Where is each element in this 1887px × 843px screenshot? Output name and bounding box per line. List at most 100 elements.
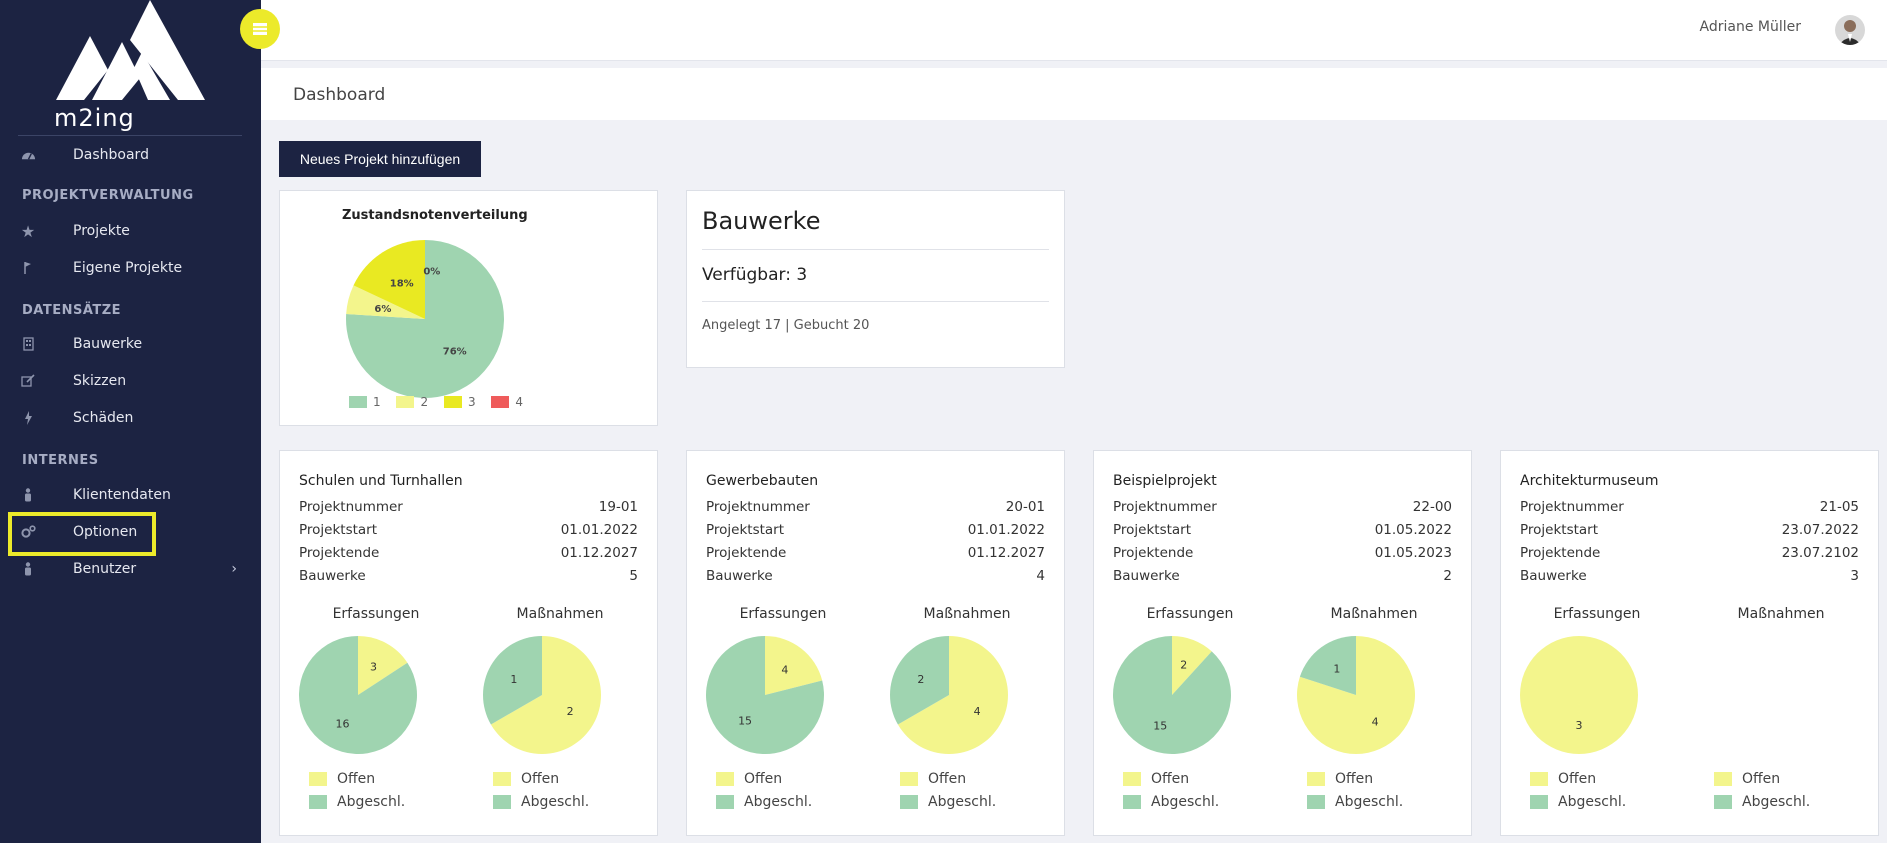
massnahmen-pie-chart: 42 xyxy=(890,636,1008,754)
project-card[interactable]: Schulen und Turnhallen Projektnummer 19-01… xyxy=(279,450,658,836)
divider xyxy=(702,301,1049,302)
pie-value-label: 2 xyxy=(1180,659,1187,672)
pie-slice-offen xyxy=(490,636,601,754)
info-key: Bauwerke xyxy=(1113,568,1180,584)
person-icon xyxy=(20,561,36,577)
chart-title: Zustandsnotenverteilung xyxy=(342,208,528,223)
legend-label: Offen xyxy=(521,771,560,787)
legend-swatch xyxy=(900,772,918,786)
project-info-row: Projektstart 01.01.2022 xyxy=(706,522,1045,540)
project-name[interactable]: Architekturmuseum xyxy=(1520,473,1659,489)
pie-legend-item: Abgeschl. xyxy=(1714,794,1810,810)
topbar: Adriane Müller xyxy=(261,0,1887,61)
pie-data-label: 0% xyxy=(423,266,440,277)
page-header: Dashboard xyxy=(261,68,1887,120)
project-info-row: Projektstart 01.05.2022 xyxy=(1113,522,1452,540)
building-icon xyxy=(20,336,36,352)
pie-legend-item: Abgeschl. xyxy=(900,794,996,810)
sidebar-item-klientendaten[interactable]: Klientendaten xyxy=(0,477,261,513)
sidebar-item-label: Eigene Projekte xyxy=(73,260,183,276)
pie-slice-3 xyxy=(353,240,425,319)
user-name[interactable]: Adriane Müller xyxy=(1699,19,1801,35)
info-key: Projektnummer xyxy=(706,499,810,515)
pie-value-label: 15 xyxy=(1153,719,1167,732)
bauwerke-details: Angelegt 17 | Gebucht 20 xyxy=(702,318,870,333)
info-key: Projektnummer xyxy=(1520,499,1624,515)
legend-label: 1 xyxy=(373,395,381,409)
info-key: Projektnummer xyxy=(299,499,403,515)
erfassungen-pie-chart: 4 15 xyxy=(706,636,824,754)
project-name[interactable]: Gewerbebauten xyxy=(706,473,819,489)
legend-swatch-3 xyxy=(443,396,462,408)
massnahmen-label: Maßnahmen xyxy=(1330,606,1418,622)
pie-value-label: 1 xyxy=(1333,663,1340,676)
massnahmen-pie-chart xyxy=(1704,631,1834,761)
pie-legend-item: Abgeschl. xyxy=(309,794,405,810)
erfassungen-label: Erfassungen xyxy=(1146,606,1234,622)
pie-value-label: 3 xyxy=(1576,719,1583,732)
massnahmen-label: Maßnahmen xyxy=(923,606,1011,622)
project-name[interactable]: Beispielprojekt xyxy=(1113,473,1217,489)
info-value: 01.12.2027 xyxy=(560,545,638,561)
project-info-row: Bauwerke 5 xyxy=(299,568,638,586)
sidebar-divider xyxy=(18,135,242,136)
pie-slice-offen xyxy=(358,636,408,695)
project-card[interactable]: Gewerbebauten Projektnummer 20-01 Projektst… xyxy=(686,450,1065,836)
sidebar-item-label: Benutzer xyxy=(73,561,137,577)
legend-swatch xyxy=(1714,772,1732,786)
sidebar-item-benutzer[interactable]: Benutzer › xyxy=(0,551,261,587)
sidebar-item-label: Dashboard xyxy=(73,147,149,163)
flag-icon xyxy=(20,260,36,276)
legend-swatch xyxy=(900,795,918,809)
legend-label: Abgeschl. xyxy=(1742,794,1811,810)
legend-label: Offen xyxy=(1742,771,1781,787)
pie-legend-item: Abgeschl. xyxy=(493,794,589,810)
brand-logo xyxy=(56,0,205,100)
project-info-row: Projektnummer 22-00 xyxy=(1113,499,1452,517)
legend-label: Abgeschl. xyxy=(928,794,997,810)
chevron-right-icon: › xyxy=(231,561,237,577)
legend-swatch xyxy=(309,795,327,809)
legend-label: Abgeschl. xyxy=(1151,794,1220,810)
project-name[interactable]: Schulen und Turnhallen xyxy=(299,473,463,489)
legend-swatch xyxy=(1530,795,1548,809)
avatar[interactable] xyxy=(1835,15,1865,45)
menu-toggle-button[interactable] xyxy=(240,9,280,49)
info-value: 01.05.2023 xyxy=(1374,545,1452,561)
sidebar-item-projekte[interactable]: ★ Projekte xyxy=(0,213,261,249)
pie-value-label: 2 xyxy=(917,673,924,686)
pie-legend-item: Offen xyxy=(900,771,966,787)
project-card[interactable]: Beispielprojekt Projektnummer 22-00 Projekt… xyxy=(1093,450,1472,836)
pie-legend-item: Offen xyxy=(1307,771,1373,787)
gears-icon xyxy=(20,524,36,540)
legend-label: Offen xyxy=(1151,771,1190,787)
project-card[interactable]: Architekturmuseum Projektnummer 21-05 Proje… xyxy=(1500,450,1879,836)
sidebar-item-optionen[interactable]: Optionen xyxy=(0,514,261,550)
info-value: 01.01.2022 xyxy=(967,522,1045,538)
sidebar-item-schaeden[interactable]: Schäden xyxy=(0,400,261,436)
sidebar-item-bauwerke[interactable]: Bauwerke xyxy=(0,326,261,362)
pie-legend-item: Offen xyxy=(493,771,559,787)
legend-swatch xyxy=(1123,772,1141,786)
new-project-button[interactable]: Neues Projekt hinzufügen xyxy=(279,141,481,177)
info-value: 01.12.2027 xyxy=(967,545,1045,561)
legend-swatch-1 xyxy=(349,396,367,408)
sidebar-item-skizzen[interactable]: Skizzen xyxy=(0,363,261,399)
info-value: 22-00 xyxy=(1412,499,1452,515)
sidebar-item-eigene-projekte[interactable]: Eigene Projekte xyxy=(0,250,261,286)
massnahmen-pie-chart: 21 xyxy=(483,636,601,754)
legend-label: Abgeschl. xyxy=(521,794,590,810)
dashboard-icon xyxy=(20,147,36,163)
legend-swatch-2 xyxy=(396,396,415,408)
person-icon xyxy=(20,487,36,503)
sidebar-item-dashboard[interactable]: Dashboard xyxy=(0,137,261,173)
legend-swatch xyxy=(1530,772,1548,786)
info-key: Projektnummer xyxy=(1113,499,1217,515)
legend-label: Offen xyxy=(744,771,783,787)
pie-slice-abgeschl xyxy=(1113,636,1231,754)
info-value: 5 xyxy=(629,568,638,584)
pie-slice-offen xyxy=(765,636,823,695)
info-key: Projektstart xyxy=(706,522,785,538)
info-value: 19-01 xyxy=(598,499,638,515)
erfassungen-label: Erfassungen xyxy=(332,606,420,622)
